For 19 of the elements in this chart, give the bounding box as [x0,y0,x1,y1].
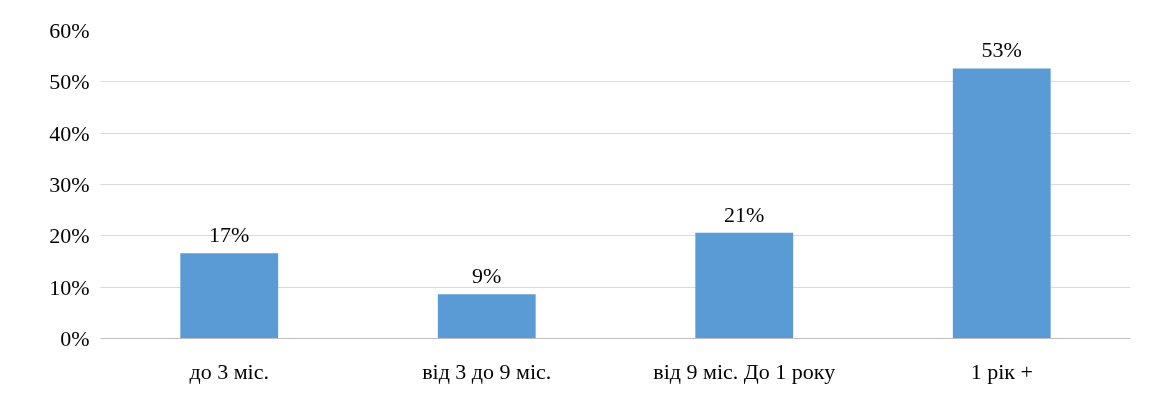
x-tick-label: від 3 до 9 міс. [422,358,552,384]
y-tick-label: 60% [49,18,90,43]
x-tick-label: до 3 міс. [189,358,269,384]
bar [695,232,794,339]
y-tick-label: 50% [49,69,90,95]
x-tick-label: 1 рік + [970,358,1033,384]
y-tick-label: 30% [49,172,90,197]
data-label: 21% [724,201,765,227]
y-tick-label: 40% [49,120,90,146]
data-label: 9% [472,263,502,289]
bar [437,294,536,339]
x-tick-label: від 9 міс. До 1 року [653,358,836,384]
y-tick-label: 10% [49,274,90,300]
y-tick-label: 20% [49,223,90,249]
y-tick-label: 0% [60,326,90,351]
data-label: 17% [209,222,250,248]
bar [952,68,1051,339]
bar [180,253,279,339]
data-label: 53% [981,37,1022,63]
